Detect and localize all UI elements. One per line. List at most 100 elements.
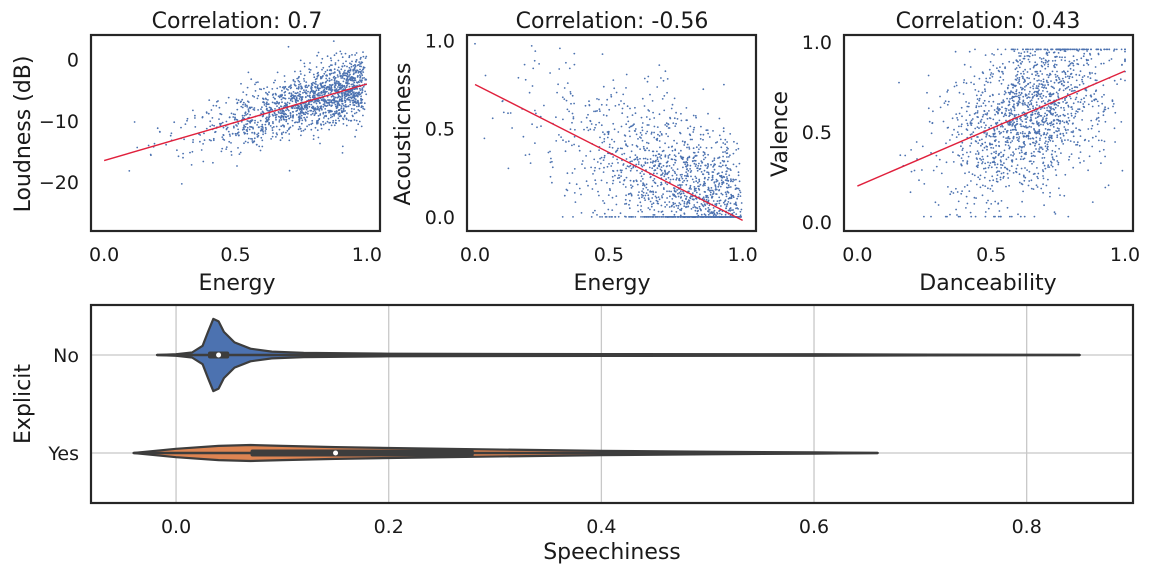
- scatter-point: [317, 71, 319, 74]
- scatter-point: [707, 164, 710, 166]
- scatter-point: [1027, 134, 1030, 137]
- scatter-point: [261, 125, 264, 128]
- scatter-point: [243, 142, 245, 145]
- scatter-point: [973, 75, 976, 78]
- scatter-point: [523, 63, 526, 66]
- scatter-point: [1024, 68, 1026, 71]
- scatter-point: [1022, 70, 1025, 73]
- scatter-point: [997, 170, 999, 173]
- scatter-point: [522, 135, 525, 138]
- x-tick-label: 0.0: [842, 244, 872, 266]
- scatter-point: [1059, 114, 1062, 117]
- scatter-point: [241, 114, 244, 117]
- scatter-point: [974, 127, 977, 130]
- scatter-point: [977, 164, 979, 167]
- scatter-point: [722, 127, 725, 130]
- scatter-point: [1035, 74, 1037, 77]
- scatter-point: [725, 205, 728, 208]
- scatter-point: [673, 117, 676, 120]
- scatter-point: [345, 86, 348, 88]
- scatter-point: [984, 167, 987, 170]
- scatter-point: [677, 184, 679, 187]
- scatter-point: [346, 112, 348, 115]
- scatter-point: [310, 106, 313, 109]
- scatter-point: [1040, 100, 1043, 103]
- scatter-point: [712, 130, 714, 132]
- scatter-point: [507, 112, 509, 115]
- scatter-point: [991, 75, 994, 78]
- scatter-point: [281, 89, 283, 92]
- scatter-point: [291, 115, 294, 118]
- scatter-point: [189, 151, 191, 154]
- scatter-point: [340, 111, 343, 114]
- scatter-point: [981, 162, 983, 165]
- scatter-point: [1030, 118, 1032, 120]
- scatter-point: [981, 143, 984, 146]
- scatter-point: [957, 133, 960, 136]
- scatter-point: [712, 191, 715, 193]
- scatter-point: [320, 107, 323, 110]
- scatter-point: [719, 216, 721, 218]
- scatter-point: [1035, 101, 1038, 104]
- scatter-point: [705, 198, 708, 201]
- scatter-point: [1035, 110, 1037, 113]
- scatter-point: [620, 100, 622, 102]
- scatter-point: [274, 114, 276, 116]
- scatter-point: [1083, 75, 1086, 77]
- scatter-point: [712, 192, 715, 195]
- scatter-point: [1060, 83, 1063, 86]
- scatter-point: [729, 133, 732, 135]
- scatter-point: [978, 178, 981, 181]
- scatter-point: [1008, 121, 1011, 124]
- scatter-point: [666, 216, 669, 218]
- scatter-point: [319, 113, 322, 115]
- scatter-point: [205, 127, 208, 130]
- scatter-point: [719, 212, 721, 215]
- scatter-point: [357, 123, 360, 126]
- scatter-point: [1019, 132, 1022, 134]
- scatter-point: [339, 50, 342, 53]
- scatter-point: [289, 116, 292, 119]
- scatter-point: [1062, 143, 1065, 145]
- scatter-point: [703, 169, 706, 172]
- scatter-point: [1048, 51, 1050, 54]
- scatter-point: [192, 109, 194, 112]
- scatter-point: [1059, 122, 1061, 125]
- scatter-point: [695, 191, 698, 194]
- scatter-point: [595, 123, 597, 126]
- scatter-point: [649, 200, 652, 203]
- scatter-point: [730, 178, 732, 181]
- scatter-point: [1036, 104, 1038, 106]
- scatter-point: [611, 138, 613, 141]
- scatter-point: [1017, 133, 1020, 136]
- scatter-point: [608, 146, 611, 149]
- scatter-point: [1009, 91, 1012, 94]
- scatter-point: [704, 214, 707, 217]
- scatter-point: [1018, 145, 1021, 148]
- scatter-point: [934, 201, 937, 204]
- scatter-point: [285, 109, 287, 112]
- scatter-point: [484, 74, 487, 77]
- scatter-point: [612, 156, 614, 158]
- scatter-point: [1044, 127, 1047, 130]
- scatter-point: [1038, 122, 1040, 124]
- scatter-point: [349, 73, 351, 76]
- scatter-point: [304, 96, 307, 99]
- scatter-point: [543, 104, 545, 107]
- scatter-point: [280, 119, 283, 121]
- scatter-point: [1043, 86, 1046, 88]
- scatter-point: [360, 79, 363, 82]
- scatter-point: [641, 129, 644, 132]
- scatter-point: [992, 118, 995, 121]
- scatter-point: [279, 139, 282, 142]
- scatter-point: [298, 75, 300, 78]
- scatter-point: [311, 112, 314, 115]
- scatter-point: [233, 118, 236, 121]
- scatter-point: [1023, 81, 1025, 84]
- scatter-point: [682, 166, 684, 169]
- scatter-point: [1004, 166, 1007, 169]
- scatter-point: [707, 165, 709, 168]
- scatter-point: [357, 102, 360, 105]
- panel-3-points: [898, 48, 1126, 218]
- scatter-point: [353, 84, 356, 87]
